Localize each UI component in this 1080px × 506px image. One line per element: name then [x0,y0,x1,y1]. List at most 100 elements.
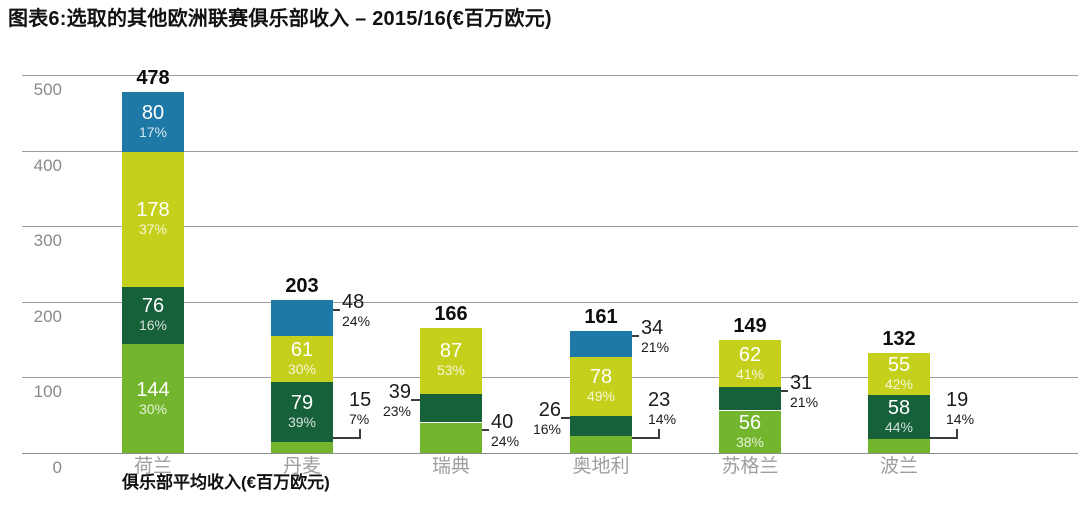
callout-pct-label: 23% [382,403,411,419]
bar-segment-darkgreen [122,287,184,344]
callout-connector [411,399,420,401]
total-label: 478 [136,67,170,89]
segment-label: 87 53% [420,340,482,379]
callout-pct-label: 16% [532,421,561,437]
segment-value-label: 56 [738,412,762,434]
callout-pct-label: 14% [648,411,677,427]
bar-segment-blue [271,300,333,336]
bar-segment-green [420,423,482,453]
segment-label: 178 37% [122,199,184,238]
segment-label: 56 38% [719,412,781,451]
bar-segment-green [868,439,930,453]
segment-pct-label: 44% [884,419,914,435]
bar-segment-darkgreen [420,393,482,422]
segment-pct-label: 30% [287,361,317,377]
segment-pct-label: 49% [586,388,616,404]
callout-pct-label: 24% [342,313,371,329]
callout-value-label: 26 [538,399,561,421]
gridline [22,377,1078,378]
segment-label: 58 44% [868,397,930,436]
segment-pct-label: 42% [884,376,914,392]
callout-connector [632,335,639,337]
segment-pct-label: 39% [287,414,317,430]
callout-pct-label: 7% [349,411,370,427]
callout-connector-vertical [658,429,660,439]
x-axis-title: 俱乐部平均收入(€百万欧元) [122,473,330,492]
x-axis-category-label: 奥地利 [572,456,630,477]
segment-value-label: 55 [887,354,911,376]
callout-connector [333,309,340,311]
segment-label: 76 16% [122,295,184,334]
callout-connector-horizontal [930,437,958,439]
segment-pct-label: 30% [138,401,168,417]
y-axis-tick-label: 200 [33,307,62,326]
callout-connector [781,390,788,392]
callout-pct-label: 14% [946,411,975,427]
y-axis-tick-label: 400 [33,156,62,175]
total-label: 161 [584,306,618,328]
bar-segment-darkgreen [719,387,781,410]
total-label: 132 [882,328,916,350]
segment-value-label: 79 [290,392,314,414]
bar-segment-darkgreen [868,395,930,439]
segment-pct-label: 38% [735,434,765,450]
callout-pct-label: 21% [641,339,670,355]
segment-value-label: 58 [887,397,911,419]
y-axis-tick-label: 500 [33,80,62,99]
total-label: 166 [434,303,468,325]
callout-label: 48 24% [342,291,402,330]
gridline [22,151,1078,152]
x-axis-category-label: 荷兰 [133,456,172,477]
gridline [22,453,1078,454]
callout-label: 40 24% [491,411,551,450]
segment-value-label: 87 [439,340,463,362]
callout-value-label: 19 [946,389,969,411]
x-axis-category-label: 瑞典 [431,456,470,477]
callout-connector-horizontal [333,437,361,439]
bar-segment-green [122,344,184,453]
bar-segment-lime [271,336,333,382]
segment-label: 55 42% [868,354,930,393]
y-axis-tick-label: 0 [52,458,62,477]
callout-label: 15 7% [349,389,409,428]
callout-label: 34 21% [641,317,701,356]
chart-title: 图表6:选取的其他欧洲联赛俱乐部收入 – 2015/16(€百万欧元) [8,8,552,30]
callout-connector-horizontal [632,437,660,439]
callout-connector-vertical [359,429,361,439]
segment-pct-label: 53% [436,362,466,378]
bar-segment-green [719,411,781,453]
gridline [22,226,1078,227]
segment-label: 78 49% [570,366,632,405]
bar-segment-lime [122,152,184,287]
callout-label: 23 14% [648,389,708,428]
callout-pct-label: 21% [790,394,819,410]
segment-pct-label: 37% [138,221,168,237]
bar-segment-lime [719,340,781,387]
segment-label: 80 17% [122,102,184,141]
callout-label: 31 21% [790,372,850,411]
callout-value-label: 23 [648,389,671,411]
total-label: 149 [733,315,767,337]
segment-label: 79 39% [271,392,333,431]
callout-label: 19 14% [946,389,1006,428]
x-axis-category-label: 丹麦 [282,456,321,477]
y-axis-tick-label: 100 [33,382,62,401]
bar-segment-lime [420,328,482,394]
callout-pct-label: 24% [491,433,520,449]
segment-label: 61 30% [271,339,333,378]
segment-label: 62 41% [719,344,781,383]
callout-value-label: 39 [388,381,411,403]
segment-pct-label: 16% [138,317,168,333]
segment-pct-label: 17% [138,124,168,140]
segment-value-label: 144 [136,379,170,401]
callout-value-label: 48 [342,291,365,313]
gridline [22,302,1078,303]
total-label: 203 [285,275,319,297]
callout-value-label: 40 [491,411,514,433]
bar-segment-darkgreen [271,382,333,442]
callout-value-label: 31 [790,372,813,394]
bar-segment-green [271,442,333,453]
callout-value-label: 15 [349,389,372,411]
